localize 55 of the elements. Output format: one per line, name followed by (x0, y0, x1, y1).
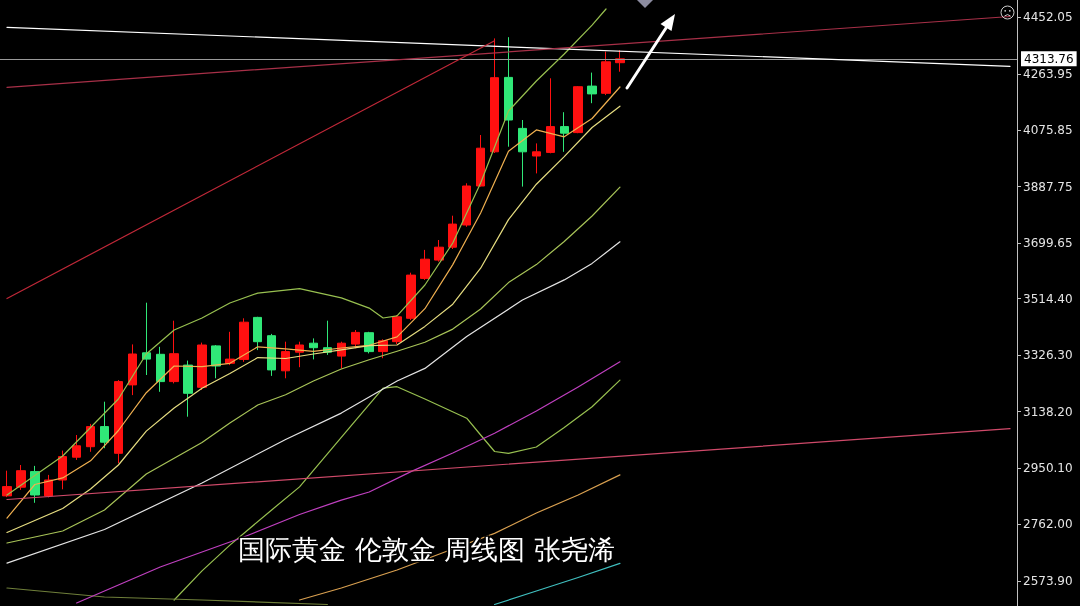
candlestick (128, 343, 137, 396)
candlestick (169, 320, 179, 384)
candlestick (267, 333, 276, 377)
candlestick (406, 272, 416, 321)
candlestick (58, 450, 67, 490)
candlestick (601, 51, 611, 96)
y-tick-label: 4075.85 (1023, 123, 1073, 138)
line-series (76, 361, 621, 604)
y-tick-label: 4263.95 (1023, 66, 1073, 81)
candlestick (2, 470, 12, 498)
candlestick (211, 344, 221, 379)
ref-line-label: 4313.76 (1024, 51, 1074, 66)
y-tick-label: 3699.65 (1023, 236, 1073, 251)
line-series (6, 587, 328, 606)
candlestick (156, 346, 165, 393)
candlestick (100, 401, 109, 449)
candlestick (239, 317, 249, 363)
candlestick (504, 36, 513, 148)
line-series (6, 8, 607, 496)
candlestick (560, 111, 569, 153)
candlestick (587, 72, 597, 104)
candlestick (183, 360, 193, 418)
y-tick-label: 3514.40 (1023, 291, 1073, 306)
candlestick (392, 314, 402, 345)
candlestick (197, 342, 207, 391)
candlestick (253, 316, 262, 351)
candlestick (420, 249, 430, 281)
candlestick (546, 77, 555, 154)
candlestick (476, 134, 485, 188)
candlestick (16, 464, 26, 491)
candlestick (114, 379, 123, 464)
y-tick-label: 2762.00 (1023, 517, 1073, 532)
y-tick-label: 2573.90 (1023, 573, 1073, 588)
candlestick (518, 119, 527, 188)
candlestick (434, 239, 444, 263)
y-tick-label: 3138.20 (1023, 404, 1073, 419)
candlestick (86, 423, 95, 453)
line-series (493, 562, 621, 606)
candlestick (462, 182, 471, 228)
candlestick (490, 37, 499, 154)
candlestick (364, 331, 374, 354)
candlestick (532, 142, 541, 174)
line-series (173, 379, 621, 601)
candlestick (72, 434, 81, 461)
candlestick (281, 341, 290, 379)
line-series (6, 241, 621, 564)
candlestick (573, 85, 583, 134)
y-tick-label: 3326.30 (1023, 348, 1073, 363)
y-tick-label: 2950.10 (1023, 460, 1073, 475)
candlestick (44, 474, 53, 498)
candlestick (351, 329, 360, 349)
y-tick-label: 3887.75 (1023, 179, 1073, 194)
candlestick (309, 337, 318, 360)
candlestick (142, 302, 151, 376)
y-tick-label: 4452.05 (1023, 10, 1073, 25)
